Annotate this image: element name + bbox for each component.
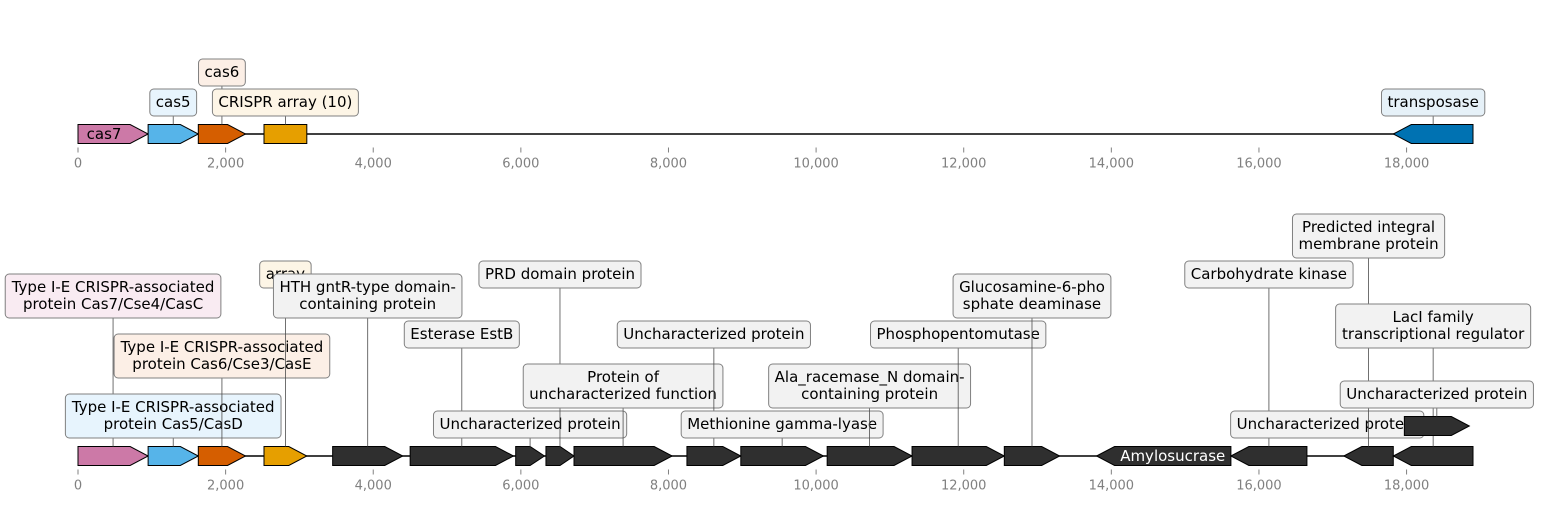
gene-label: Protein of uncharacterized function (529, 368, 717, 403)
gene-label: LacI family transcriptional regulator (1342, 308, 1525, 343)
gene-feature (826, 446, 914, 466)
gene-feature (263, 124, 308, 144)
gene-label-box (616, 320, 811, 349)
axis-tick-label: 12,000 (941, 479, 987, 494)
axis-tick-label: 14,000 (1089, 479, 1135, 494)
bottom-track: 0 2,000 4,000 6,000 8,000 10,000 12,000 14,000 1… (4, 213, 1534, 494)
gene-feature (147, 446, 200, 466)
gene-label: Uncharacterized protein (439, 415, 620, 433)
axis-tick-label: 8,000 (650, 479, 687, 494)
gene-feature (1229, 446, 1308, 466)
gene-label-box (64, 393, 282, 439)
gene-feature (77, 124, 150, 144)
axis-tick-label: 8,000 (650, 157, 687, 172)
gene-label: Uncharacterized protein (1346, 385, 1527, 403)
gene-label: cas7 (87, 125, 122, 143)
gene-label-box (211, 88, 359, 117)
gene-label-box (198, 58, 246, 87)
gene-feature (332, 446, 404, 466)
axis-tick-label: 6,000 (502, 479, 539, 494)
gene-feature (263, 446, 308, 466)
gene-label-box (432, 410, 628, 439)
gene-feature (1392, 446, 1474, 466)
gene-label: Uncharacterized protein (623, 325, 804, 343)
axis-tick-label: 4,000 (355, 479, 392, 494)
gene-label: transposase (1387, 93, 1478, 111)
gene-label: cas5 (156, 93, 191, 111)
gene-label: Type I-E CRISPR-associated protein Cas7/C… (11, 278, 215, 313)
gene-label: PRD domain protein (485, 265, 635, 283)
axis-tick-label: 0 (74, 157, 82, 172)
gene-label-box (870, 320, 1047, 349)
axis-tick-label: 16,000 (1236, 157, 1282, 172)
gene-label-box (149, 88, 198, 117)
gene-label-box (403, 320, 520, 349)
gene-label-box (1184, 260, 1354, 289)
gene-label: cas6 (205, 63, 240, 81)
gene-label: Type I-E CRISPR-associated protein Cas6/C… (120, 338, 324, 373)
gene-label: Uncharacterized protein (1237, 415, 1418, 433)
gene-label-box (952, 273, 1112, 319)
gene-label: Esterase EstB (410, 325, 513, 343)
axis-tick-label: 12,000 (941, 157, 987, 172)
gene-feature (197, 446, 247, 466)
gene-label-box (1291, 213, 1446, 259)
gene-feature (147, 124, 200, 144)
gene-label: Ala_racemase_N domain-containing protein (775, 368, 965, 403)
axis-tick-label: 14,000 (1089, 157, 1135, 172)
gene-feature (545, 446, 575, 466)
gene-label: Type I-E CRISPR-associated protein Cas5/C… (71, 398, 275, 433)
axis-tick-label: 2,000 (207, 157, 244, 172)
axis-tick-label: 6,000 (502, 157, 539, 172)
axis-tick-label: 2,000 (207, 479, 244, 494)
gene-feature (686, 446, 742, 466)
gene-feature (409, 446, 515, 466)
gene-feature (573, 446, 674, 466)
gene-label: Carbohydrate kinase (1191, 265, 1347, 283)
gene-label: CRISPR array (10) (218, 93, 352, 111)
gene-label-box (522, 363, 724, 409)
axis-tick-label: 18,000 (1384, 157, 1430, 172)
top-track: 0 2,000 4,000 6,000 8,000 10,000 12,000 14,000 1… (74, 58, 1486, 172)
gene-label: Glucosamine-6-pho sphate deaminase (959, 278, 1105, 313)
gene-feature (1403, 416, 1471, 436)
gene-label-box (478, 260, 642, 289)
gene-label-box (1335, 303, 1532, 349)
gene-feature (1392, 124, 1474, 144)
axis-tick-label: 10,000 (793, 479, 839, 494)
gene-label-box (1339, 380, 1534, 409)
gene-label-box (1380, 88, 1486, 117)
gene-label-box (4, 273, 222, 319)
gene-label: Methionine gamma-lyase (687, 415, 877, 433)
gene-label: Phosphopentomutase (877, 325, 1040, 343)
gene-feature (1342, 446, 1394, 466)
gene-label: Predicted integral membrane protein (1298, 218, 1438, 253)
gene-label-box (680, 410, 884, 439)
gene-feature (1003, 446, 1061, 466)
axis-tick-label: 10,000 (793, 157, 839, 172)
gene-feature (740, 446, 825, 466)
gene-label-box (272, 273, 463, 319)
gene-label-box (113, 333, 331, 379)
gene-label: Amylosucrase (1120, 447, 1225, 465)
gene-label: HTH gntR-type domain-containing protein (279, 278, 456, 313)
axis-tick-label: 16,000 (1236, 479, 1282, 494)
axis-tick-label: 18,000 (1384, 479, 1430, 494)
gene-feature (77, 446, 150, 466)
axis-tick-label: 0 (74, 479, 82, 494)
gene-feature (515, 446, 546, 466)
axis-tick-label: 4,000 (355, 157, 392, 172)
gene-feature (911, 446, 1006, 466)
gene-feature (197, 124, 247, 144)
gene-label-box (768, 363, 972, 409)
